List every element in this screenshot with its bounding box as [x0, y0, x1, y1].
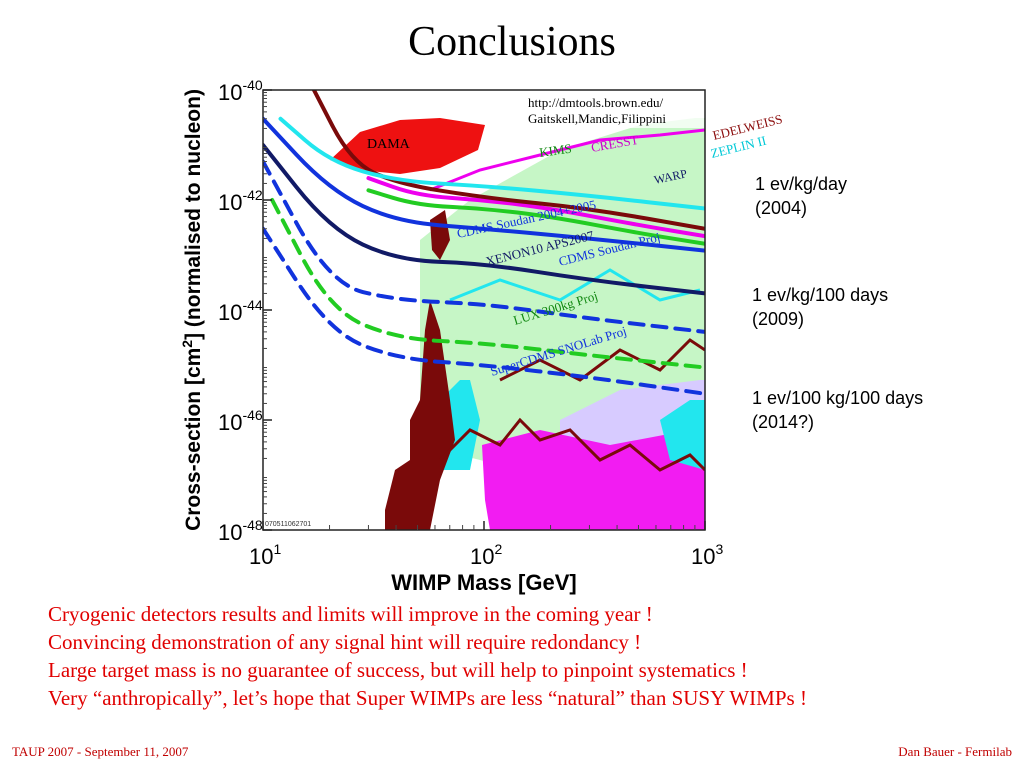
conclusions-list: Cryogenic detectors results and limits w… — [48, 600, 1008, 712]
y-axis-label: Cross-section [cm2] (normalised to nucle… — [179, 89, 205, 531]
exclusion-plot: http://dmtools.brown.edu/ Gaitskell,Mand… — [179, 77, 784, 595]
curve-label-kims: KIMS — [538, 141, 572, 160]
source-url: http://dmtools.brown.edu/ — [528, 95, 663, 110]
curve-label-warp: WARP — [653, 166, 689, 187]
side-note-2004-line2: (2004) — [755, 198, 808, 218]
series-lines — [263, 90, 705, 396]
side-note-2014-line1: 1 ev/100 kg/100 days — [752, 388, 924, 408]
series-line-9 — [263, 226, 705, 396]
side-note-2009: 1 ev/kg/100 days (2009) — [752, 283, 888, 331]
side-note-2009-line2: (2009) — [752, 309, 805, 329]
x-tick-label: 101 — [249, 541, 281, 569]
dama-region — [330, 118, 485, 174]
side-note-2004: 1 ev/kg/day (2004) — [755, 172, 847, 220]
source-authors: Gaitskell,Mandic,Filippini — [528, 111, 666, 126]
magenta-region — [482, 430, 705, 530]
y-tick-label: 10-46 — [218, 407, 263, 435]
series-line-7 — [263, 159, 705, 334]
y-tick-label: 10-44 — [218, 297, 263, 325]
side-note-2009-line1: 1 ev/kg/100 days — [752, 285, 889, 305]
y-axis-label-sup: 2 — [179, 340, 195, 348]
cyan-region-2 — [660, 400, 705, 470]
slide-title: Conclusions — [408, 19, 616, 65]
y-tick-label: 10-48 — [218, 517, 263, 545]
conclusion-item: Very “anthropically”, let’s hope that Su… — [48, 686, 807, 710]
y-tick-label: 10-40 — [218, 77, 263, 105]
footer-left: TAUP 2007 - September 11, 2007 — [12, 744, 189, 759]
plot-regions — [263, 90, 705, 530]
magenta-contour — [429, 128, 705, 192]
conclusion-item: Cryogenic detectors results and limits w… — [48, 602, 653, 626]
series-line-1 — [366, 188, 705, 246]
curve-label-dama: DAMA — [367, 137, 411, 152]
lightgreen-region — [420, 118, 705, 470]
conclusion-item: Convincing demonstration of any signal h… — [48, 630, 642, 654]
maroon-region — [385, 300, 455, 530]
maroon-contour-2 — [499, 338, 705, 382]
y-axis-label-main: Cross-section [cm — [182, 348, 205, 531]
side-note-2004-line1: 1 ev/kg/day — [755, 174, 848, 194]
x-tick-label: 102 — [470, 541, 502, 569]
side-note-2014-line2: (2014?) — [752, 412, 815, 432]
conclusion-item: Large target mass is no guarantee of suc… — [48, 658, 748, 682]
footer-right: Dan Bauer - Fermilab — [898, 744, 1012, 759]
maroon-region-2 — [430, 210, 450, 260]
series-line-4 — [278, 116, 705, 211]
maroon-contour — [438, 417, 705, 472]
series-line-5 — [263, 116, 705, 253]
plot-id: 070511062701 — [265, 521, 311, 528]
series-line-8 — [270, 198, 705, 370]
side-note-2014: 1 ev/100 kg/100 days (2014?) — [752, 386, 923, 434]
source-text: http://dmtools.brown.edu/ Gaitskell,Mand… — [526, 92, 704, 128]
y-tick-label: 10-42 — [218, 187, 263, 215]
x-tick-label: 103 — [691, 541, 723, 569]
cyan-contour — [449, 268, 701, 302]
series-line-6 — [263, 143, 705, 296]
x-axis-label: WIMP Mass [GeV] — [391, 570, 576, 595]
series-line-3 — [311, 90, 705, 231]
series-line-2 — [366, 176, 705, 239]
y-axis-label-tail: ] (normalised to nucleon) — [182, 89, 205, 340]
